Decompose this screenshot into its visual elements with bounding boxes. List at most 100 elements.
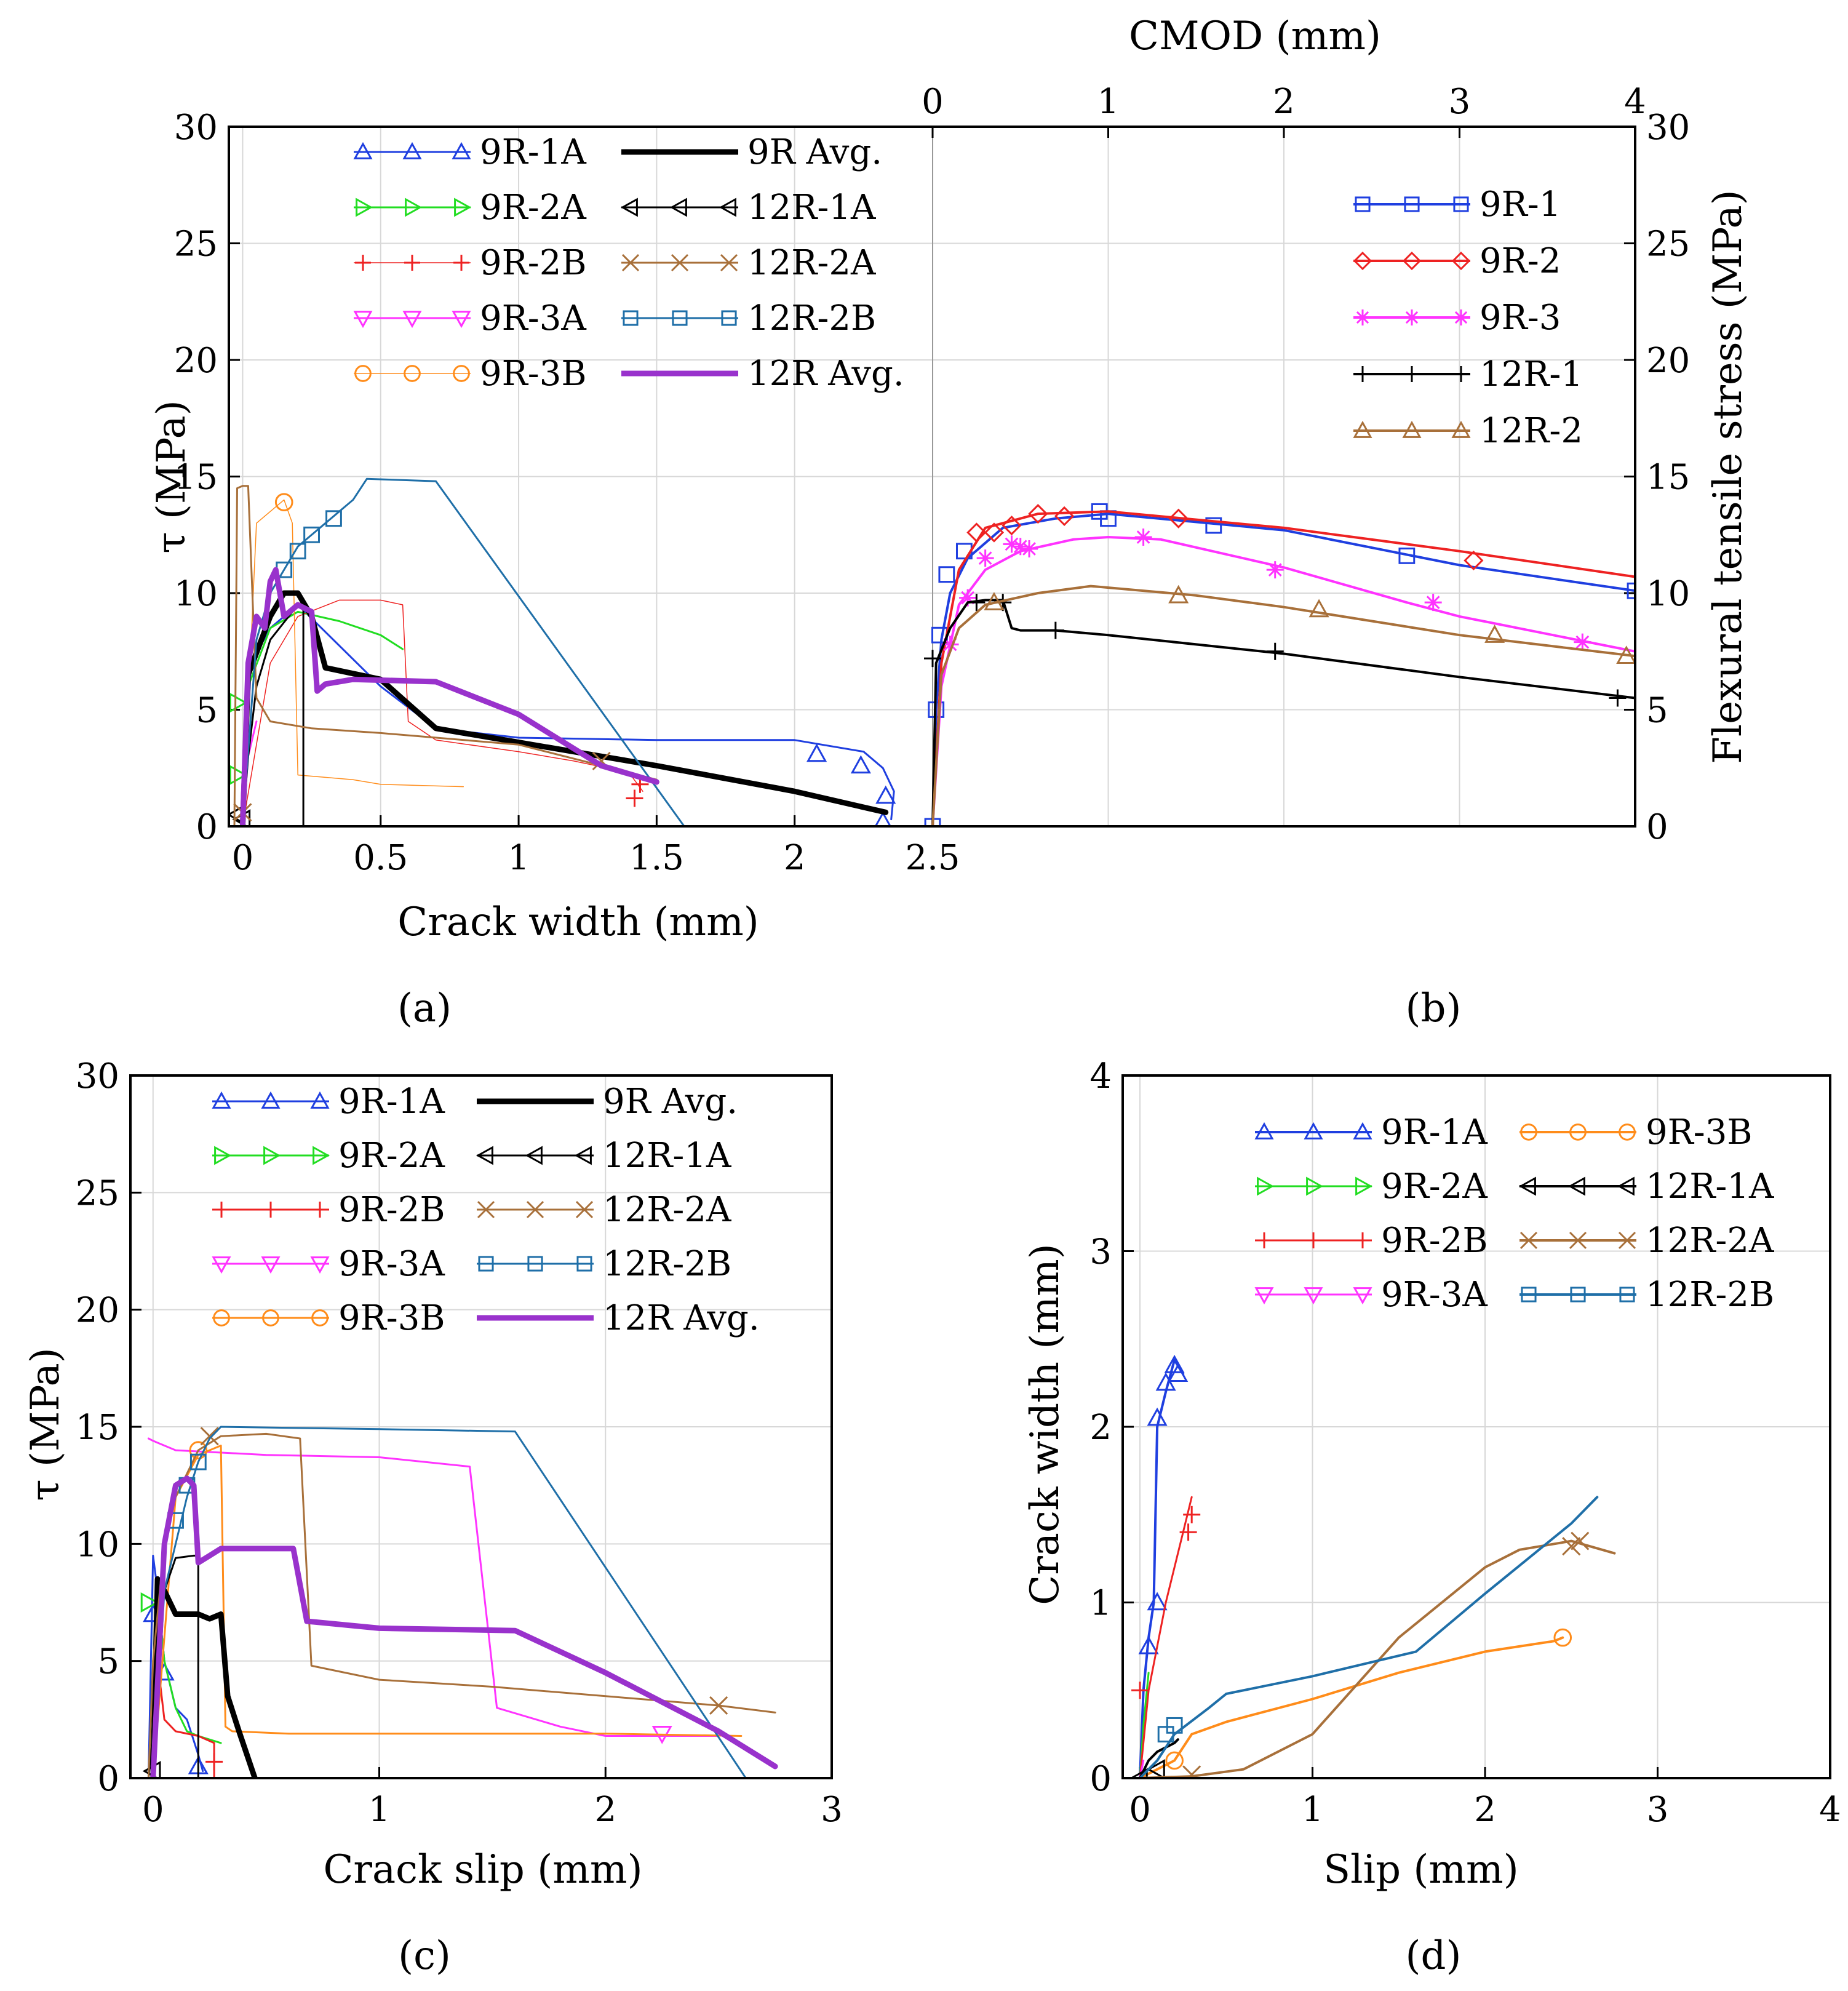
- a-xtick-label-3: 1.5: [629, 838, 684, 878]
- b-legend: 9R-1 9R-2 9R-3 12R-1 12R-2: [1353, 185, 1583, 451]
- d-series-marker-6-0: [1182, 1765, 1201, 1778]
- b-series-marker-2-2: [976, 549, 994, 567]
- c-ylabel: τ (MPa): [23, 1347, 68, 1501]
- c-legend-label-8: 12R-2B: [603, 1244, 731, 1284]
- c-xtick-label-0: 0: [142, 1790, 164, 1830]
- a-ytick-label-1: 5: [196, 691, 218, 731]
- c-legend-label-1: 9R-2A: [338, 1136, 445, 1176]
- c-legend-marker-1-1: [263, 1146, 281, 1165]
- b-legend-label-2: 9R-3: [1480, 298, 1561, 338]
- d-series-marker-4-0: [1165, 1751, 1184, 1770]
- c-ytick-label-2: 10: [76, 1525, 119, 1565]
- b-ytick-label-4: 20: [1646, 341, 1690, 381]
- d-series-marker-2-1: [1179, 1523, 1197, 1541]
- d-legend-marker-0-0: [1254, 1122, 1274, 1139]
- d-series-marker-2-2: [1183, 1506, 1201, 1523]
- d-series-line-4: [1139, 1636, 1564, 1778]
- b-series-marker-2-4: [1011, 538, 1029, 556]
- c-legend-marker-7-2: [575, 1200, 594, 1219]
- d-legend-label-4: 9R-3B: [1646, 1112, 1753, 1152]
- a-series-line-4: [242, 499, 464, 826]
- b-series-marker-1-5: [1168, 508, 1189, 529]
- b-legend-marker-4-0: [1353, 420, 1372, 438]
- c-legend-marker-6-1: [525, 1146, 543, 1165]
- c-frame: [129, 1074, 833, 1779]
- c-legend-marker-2-1: [263, 1202, 279, 1218]
- c-xtick-label-2: 2: [594, 1790, 616, 1830]
- c-series-marker-8-2: [189, 1453, 207, 1470]
- a-legend-marker-2-0: [355, 255, 371, 271]
- b-ytick-label-3: 15: [1646, 458, 1690, 498]
- c-xlabel: Crack slip (mm): [323, 1847, 642, 1893]
- c-ytick-label-0: 0: [97, 1759, 119, 1799]
- b-series-marker-1-4: [1054, 506, 1075, 527]
- d-series-marker-7-0: [1157, 1726, 1174, 1743]
- a-legend-marker-6-2: [719, 198, 736, 217]
- b-xlabel: CMOD (mm): [1129, 14, 1381, 59]
- a-legend-marker-3-0: [353, 311, 373, 329]
- d-legend-label-6: 12R-2A: [1646, 1221, 1774, 1261]
- b-series-marker-4-1: [1168, 585, 1189, 604]
- c-legend-marker-7-0: [477, 1200, 495, 1219]
- a-series-marker-0-2: [875, 785, 896, 804]
- panel-d: 0 1 2 3 4 0 1 2 3 4 Slip (mm) Crack width (mm) 9R-1A…: [1022, 1056, 1841, 1893]
- d-ylabel: Crack width (mm): [1022, 1243, 1068, 1605]
- label-c: (c): [398, 1933, 451, 1979]
- a-xlabel: Crack width (mm): [397, 900, 759, 945]
- b-legend-label-4: 12R-2: [1480, 411, 1583, 451]
- b-legend-marker-2-2: [1453, 309, 1469, 325]
- b-series-marker-1-1: [984, 522, 1005, 543]
- d-series-marker-0-2: [1147, 1407, 1168, 1426]
- ab-frame: [228, 126, 1636, 828]
- b-series-marker-4-4: [1616, 645, 1635, 664]
- a-series-marker-8-2: [303, 526, 320, 543]
- a-legend-marker-4-1: [404, 365, 421, 382]
- c-legend-marker-4-0: [213, 1309, 230, 1327]
- a-legend-marker-2-2: [453, 255, 469, 271]
- d-data: [1129, 1354, 1616, 1778]
- d-legend-label-3: 9R-3A: [1381, 1275, 1488, 1315]
- b-series-marker-2-9: [1574, 633, 1591, 651]
- c-series-marker-1-0: [140, 1592, 159, 1613]
- d-legend-marker-6-1: [1569, 1231, 1587, 1250]
- c-legend-label-9: 12R Avg.: [603, 1298, 760, 1338]
- b-series-marker-3-0: [924, 650, 941, 668]
- c-legend-marker-3-2: [310, 1256, 330, 1274]
- b-ytick-label-1: 5: [1646, 691, 1668, 731]
- c-legend-marker-4-2: [311, 1309, 329, 1327]
- d-legend-marker-3-1: [1304, 1287, 1323, 1305]
- b-series-line-1: [931, 510, 1635, 826]
- d-ytick-label-1: 1: [1089, 1584, 1112, 1624]
- c-legend: 9R-1A 9R-2A 9R-2B 9R-3A 9R-3B 9R Avg. 12R-1A 12…: [212, 1082, 760, 1338]
- a-series-marker-8-1: [289, 543, 306, 560]
- d-legend-marker-7-1: [1570, 1287, 1586, 1303]
- a-series-marker-4-0: [274, 493, 293, 511]
- d-ytick-label-2: 2: [1089, 1408, 1112, 1448]
- d-legend-marker-5-0: [1518, 1176, 1536, 1196]
- c-legend-marker-6-2: [574, 1146, 592, 1165]
- a-series-line-5: [239, 590, 889, 826]
- a-legend-marker-0-0: [353, 142, 373, 159]
- c-series-marker-2-0: [205, 1753, 223, 1771]
- c-legend-label-2: 9R-2B: [338, 1190, 445, 1230]
- d-legend-marker-5-2: [1617, 1176, 1635, 1196]
- d-legend-marker-0-2: [1353, 1122, 1372, 1139]
- a-legend-label-9: 12R Avg.: [747, 354, 904, 394]
- a-legend-label-2: 9R-2B: [480, 243, 587, 283]
- a-series-marker-8-3: [325, 510, 342, 527]
- d-series-marker-6-1: [1562, 1537, 1581, 1556]
- a-series-line-2: [242, 599, 643, 826]
- panel-ab: 0 5 10 15 20 25 30 0 0.5 1 1.5 2 2.5 0 5 10 15 20 25 30 0 1 2 3…: [149, 14, 1751, 945]
- b-xtick-label-4: 4: [1624, 82, 1646, 122]
- d-ytick-label-4: 4: [1089, 1056, 1112, 1096]
- b-legend-marker-1-2: [1451, 251, 1471, 271]
- b-series-marker-2-8: [1424, 594, 1442, 612]
- a-legend-marker-6-1: [669, 198, 687, 217]
- d-xtick-label-4: 4: [1819, 1790, 1841, 1830]
- c-legend-marker-0-2: [310, 1091, 330, 1109]
- d-series-line-5: [1139, 1738, 1179, 1778]
- c-series-line-3: [147, 1437, 720, 1737]
- d-xtick-label-0: 0: [1129, 1790, 1151, 1830]
- a-legend-label-5: 9R Avg.: [747, 132, 882, 172]
- d-xlabel: Slip (mm): [1323, 1847, 1518, 1893]
